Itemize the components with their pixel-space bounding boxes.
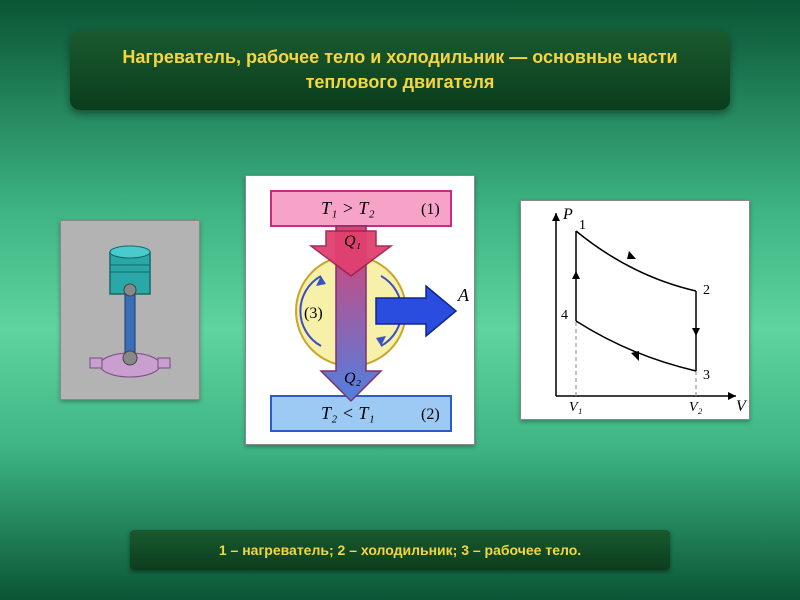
pv-point-2: 2 xyxy=(703,283,710,298)
pv-point-4: 4 xyxy=(561,308,568,323)
q2-label: Q₂ xyxy=(344,370,362,387)
panels-row: T₁ > T₂ (1) T₂ < T₁ (2) (3) Q₁ Q₂ A xyxy=(60,170,750,450)
pv-point-3: 3 xyxy=(703,368,710,383)
xtick-2: V₂ xyxy=(689,400,703,415)
q1-label: Q₁ xyxy=(344,233,361,250)
hot-tag: (1) xyxy=(421,201,440,218)
title-box: Нагреватель, рабочее тело и холодильник … xyxy=(70,30,730,110)
cold-label: T₂ < T₁ xyxy=(321,403,375,423)
pv-diagram-panel: P V V₁ V₂ 1 2 3 4 xyxy=(520,200,750,420)
x-axis-label: V xyxy=(736,398,748,415)
caption-box: 1 – нагреватель; 2 – холодильник; 3 – ра… xyxy=(130,530,670,570)
y-axis-label: P xyxy=(562,206,573,223)
piston-panel xyxy=(60,220,200,400)
hot-label: T₁ > T₂ xyxy=(321,198,375,218)
caption-text: 1 – нагреватель; 2 – холодильник; 3 – ра… xyxy=(219,542,581,558)
title-text: Нагреватель, рабочее тело и холодильник … xyxy=(100,45,700,95)
piston-svg xyxy=(70,230,190,390)
pv-svg: P V V₁ V₂ 1 2 3 4 xyxy=(521,201,751,421)
heat-engine-svg: T₁ > T₂ (1) T₂ < T₁ (2) (3) Q₁ Q₂ A xyxy=(246,176,476,446)
work-label: A xyxy=(457,285,470,305)
body-tag: (3) xyxy=(304,305,323,322)
cold-tag: (2) xyxy=(421,406,440,423)
xtick-1: V₁ xyxy=(569,400,582,415)
heat-engine-panel: T₁ > T₂ (1) T₂ < T₁ (2) (3) Q₁ Q₂ A xyxy=(245,175,475,445)
pv-point-1: 1 xyxy=(579,218,586,233)
